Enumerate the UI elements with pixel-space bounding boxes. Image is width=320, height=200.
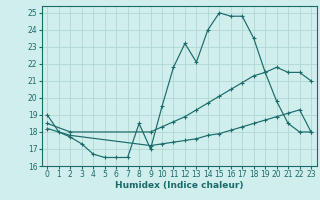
X-axis label: Humidex (Indice chaleur): Humidex (Indice chaleur): [115, 181, 244, 190]
